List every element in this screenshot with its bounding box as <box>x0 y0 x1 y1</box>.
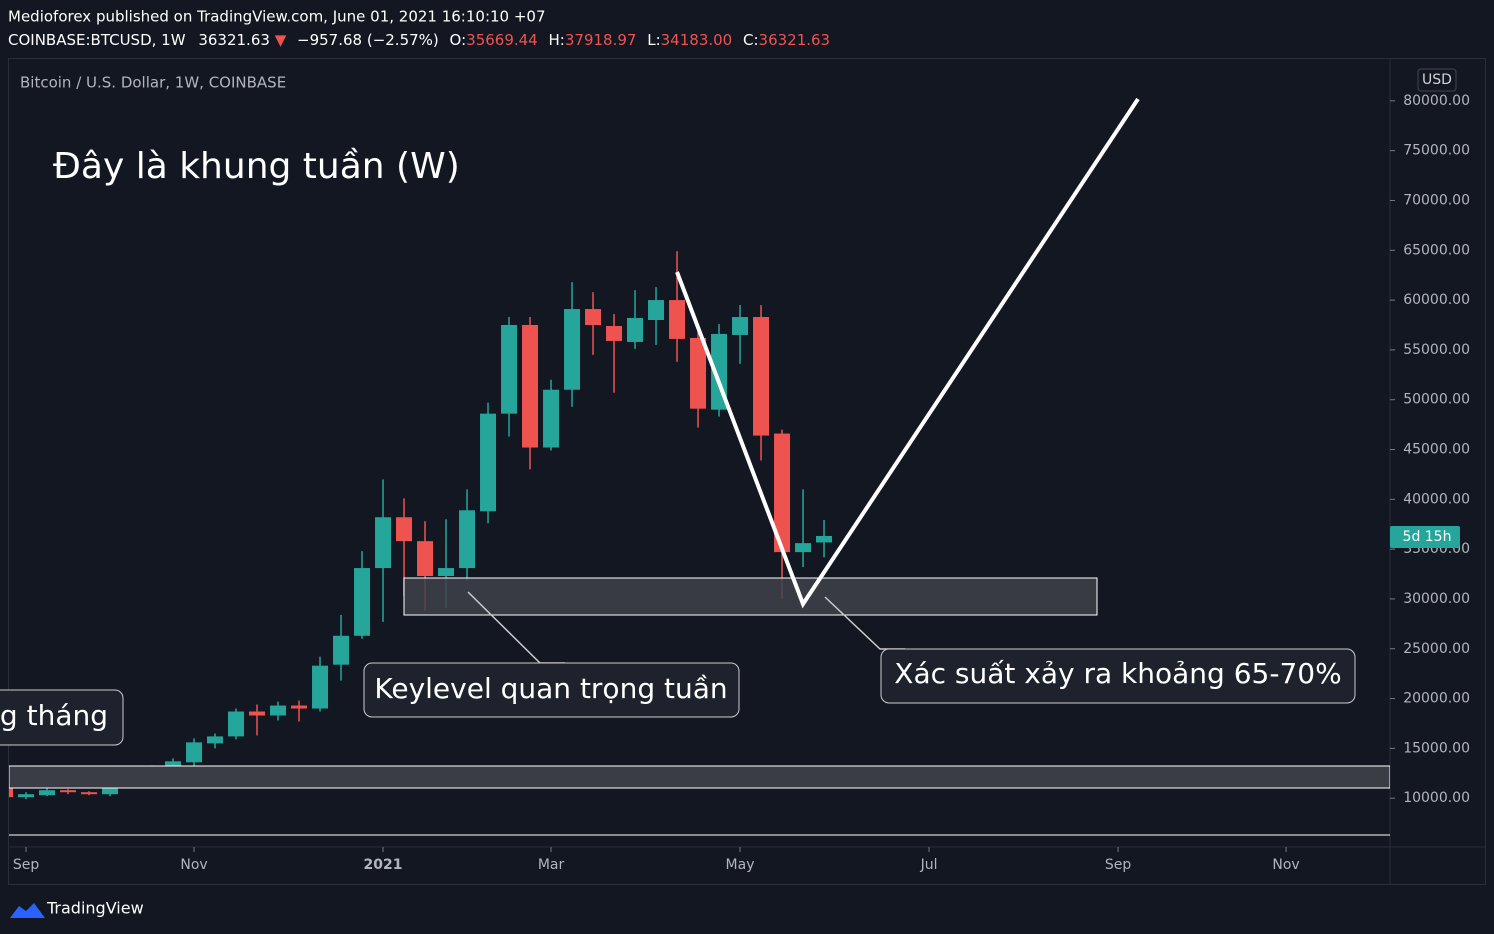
candle-body <box>816 535 833 543</box>
y-unit: USD <box>1422 72 1452 88</box>
close: 36321.63 <box>759 31 831 49</box>
callout-text: Keylevel quan trọng tuần <box>374 672 727 705</box>
y-tick-label: 50000.00 <box>1403 392 1470 408</box>
candle-body <box>354 568 371 636</box>
candle-body <box>18 794 35 798</box>
candle-body <box>438 568 455 577</box>
y-tick-label: 80000.00 <box>1403 93 1470 109</box>
y-tick-label: 65000.00 <box>1403 242 1470 258</box>
candle-body <box>417 541 434 577</box>
candle-body <box>669 300 686 339</box>
annotation-title: Đây là khung tuần (W) <box>53 146 460 187</box>
unit-box <box>1417 68 1457 92</box>
candle-body <box>228 711 245 737</box>
candle-body <box>522 324 539 448</box>
y-tick-label: 60000.00 <box>1403 292 1470 308</box>
x-tick-label: Sep <box>13 857 40 873</box>
callout-box <box>880 648 1356 704</box>
y-tick-label: 30000.00 <box>1403 591 1470 607</box>
callout-box <box>0 689 124 746</box>
x-tick-label: May <box>726 857 755 873</box>
arrow: ▼ <box>275 31 287 49</box>
l-label: L: <box>647 31 660 49</box>
callout-text: g tháng <box>0 699 108 732</box>
callout-text: Xác suất xảy ra khoảng 65-70% <box>894 657 1341 690</box>
candle-body <box>291 705 308 709</box>
y-tick-label: 20000.00 <box>1403 691 1470 707</box>
x-tick-label: Nov <box>1272 857 1299 873</box>
y-tick-label: 25000.00 <box>1403 641 1470 657</box>
low: 34183.00 <box>661 31 733 49</box>
chart-title: Bitcoin / U.S. Dollar, 1W, COINBASE <box>20 74 286 92</box>
candle-body <box>648 300 665 321</box>
x-tick-label: Sep <box>1105 857 1132 873</box>
zone-box <box>9 765 1390 789</box>
candle-body <box>627 318 644 342</box>
candle-body <box>333 635 350 665</box>
candle-body <box>795 543 812 553</box>
candle-body <box>9 788 14 798</box>
candle-body <box>375 517 392 569</box>
candle-body <box>690 337 707 409</box>
candle-body <box>543 389 560 448</box>
y-tick-label: 40000.00 <box>1403 491 1470 507</box>
y-tick-label: 75000.00 <box>1403 143 1470 159</box>
x-tick-label: Jul <box>920 857 938 873</box>
drawings: Keylevel quan trọng tuần Xác suất xảy ra… <box>0 97 1356 746</box>
symbol: COINBASE:BTCUSD, 1W <box>8 31 186 49</box>
candle-body <box>81 792 98 795</box>
x-tick-label: Mar <box>538 857 565 873</box>
candle-body <box>480 413 497 512</box>
high: 37918.97 <box>565 31 637 49</box>
y-tick-label: 55000.00 <box>1403 342 1470 358</box>
o-label: O: <box>450 31 467 49</box>
candle-body <box>186 742 203 763</box>
candle-body <box>501 324 518 414</box>
candle-body <box>270 705 287 716</box>
candle-body <box>732 317 749 335</box>
logo-icon <box>10 903 45 918</box>
y-tick-label: 45000.00 <box>1403 442 1470 458</box>
publisher: Medioforex published on TradingView.com,… <box>8 8 546 26</box>
open: 35669.44 <box>466 31 538 49</box>
x-tick-label: 2021 <box>364 857 403 873</box>
y-tick-label: 70000.00 <box>1403 192 1470 208</box>
candle-body <box>249 711 266 716</box>
candle-body <box>39 790 56 796</box>
candle-body <box>564 309 581 390</box>
candle-body <box>60 790 77 793</box>
plot <box>9 251 1390 836</box>
callout-box <box>363 662 740 718</box>
panel <box>8 58 1486 885</box>
candle-body <box>585 309 602 325</box>
candle-body <box>312 665 329 709</box>
brand: TradingView <box>46 899 144 918</box>
candle-body <box>459 510 476 569</box>
x-tick-label: Nov <box>180 857 207 873</box>
countdown-badge <box>1390 526 1460 548</box>
h-label: H: <box>549 31 565 49</box>
y-tick-label: 10000.00 <box>1403 790 1470 806</box>
candle-body <box>165 761 182 769</box>
legend-line: COINBASE:BTCUSD, 1W 36321.63 ▼ −957.68 (… <box>8 31 830 49</box>
candle-body <box>207 736 224 744</box>
candle-body <box>102 787 119 795</box>
c-label: C: <box>743 31 759 49</box>
candle-body <box>606 325 623 341</box>
keylevel-box <box>403 577 1098 616</box>
countdown: 5d 15h <box>1403 529 1452 545</box>
projection-line <box>675 97 1140 609</box>
last: 36321.63 <box>198 31 270 49</box>
candle-body <box>753 317 770 436</box>
candle-body <box>774 433 791 553</box>
candle-body <box>396 517 413 542</box>
y-tick-label: 15000.00 <box>1403 740 1470 756</box>
change: −957.68 (−2.57%) <box>297 31 439 49</box>
